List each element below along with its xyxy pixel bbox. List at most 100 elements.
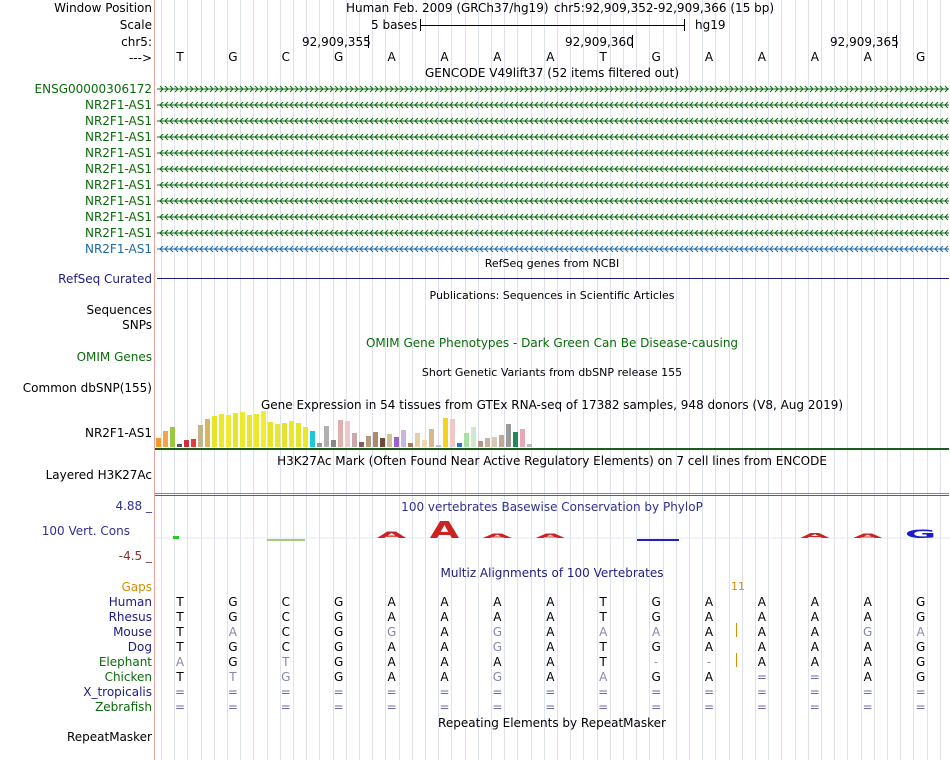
gtex-tissue-bar[interactable] xyxy=(429,429,434,447)
gtex-tissue-bar[interactable] xyxy=(163,431,168,447)
gtex-tissue-bar[interactable] xyxy=(156,438,161,447)
gtex-tissue-bar[interactable] xyxy=(415,433,420,447)
omim-title[interactable]: OMIM Gene Phenotypes - Dark Green Can Be… xyxy=(365,336,739,350)
species-label[interactable]: Human xyxy=(108,595,152,609)
gtex-tissue-bar[interactable] xyxy=(310,431,315,447)
gtex-tissue-bar[interactable] xyxy=(457,443,462,447)
multiz-title[interactable]: Multiz Alignments of 100 Vertebrates xyxy=(440,566,664,580)
species-label[interactable]: X_tropicalis xyxy=(83,685,152,699)
gencode-item-track[interactable] xyxy=(157,164,949,174)
gtex-tissue-bar[interactable] xyxy=(345,421,350,447)
gtex-title[interactable]: Gene Expression in 54 tissues from GTEx … xyxy=(260,398,844,412)
gtex-tissue-bar[interactable] xyxy=(478,441,483,447)
publications-title[interactable]: Publications: Sequences in Scientific Ar… xyxy=(429,289,675,302)
gtex-tissue-bar[interactable] xyxy=(338,420,343,447)
gtex-tissue-bar[interactable] xyxy=(506,424,511,447)
gencode-item-track[interactable] xyxy=(157,148,949,158)
position-text[interactable]: chr5:92,909,352-92,909,366 (15 bp) xyxy=(554,1,775,15)
gencode-item-track[interactable] xyxy=(157,196,949,206)
gtex-tissue-bar[interactable] xyxy=(485,438,490,447)
gencode-item-track[interactable] xyxy=(157,180,949,190)
gtex-tissue-bar[interactable] xyxy=(219,414,224,447)
species-label[interactable]: Chicken xyxy=(104,670,152,684)
dbsnp-title[interactable]: Short Genetic Variants from dbSNP releas… xyxy=(421,366,683,379)
gtex-tissue-bar[interactable] xyxy=(331,440,336,447)
gtex-tissue-bar[interactable] xyxy=(324,426,329,447)
publications-label-sequences[interactable]: Sequences xyxy=(86,303,152,317)
gencode-item-label[interactable]: NR2F1-AS1 xyxy=(84,178,152,192)
gtex-tissue-bar[interactable] xyxy=(499,435,504,447)
species-label[interactable]: Rhesus xyxy=(108,610,152,624)
gencode-item-label[interactable]: NR2F1-AS1 xyxy=(84,146,152,160)
gtex-tissue-bar[interactable] xyxy=(527,444,532,447)
gtex-tissue-bar[interactable] xyxy=(261,411,266,447)
gencode-item-label[interactable]: NR2F1-AS1 xyxy=(84,226,152,240)
gtex-tissue-bar[interactable] xyxy=(401,430,406,447)
h3k27ac-label[interactable]: Layered H3K27Ac xyxy=(45,468,152,482)
gencode-item-track[interactable] xyxy=(157,84,949,94)
gencode-item-label[interactable]: NR2F1-AS1 xyxy=(84,114,152,128)
gtex-tissue-bar[interactable] xyxy=(177,444,182,447)
gencode-item-track[interactable] xyxy=(157,244,949,254)
gtex-tissue-bar[interactable] xyxy=(492,437,497,447)
gtex-tissue-bar[interactable] xyxy=(408,443,413,447)
refseq-title[interactable]: RefSeq genes from NCBI xyxy=(484,257,620,270)
gencode-item-label[interactable]: NR2F1-AS1 xyxy=(84,98,152,112)
gtex-tissue-bar[interactable] xyxy=(282,423,287,447)
gtex-tissue-bar[interactable] xyxy=(380,438,385,447)
gencode-item-track[interactable] xyxy=(157,116,949,126)
gencode-item-track[interactable] xyxy=(157,132,949,142)
gtex-tissue-bar[interactable] xyxy=(198,425,203,447)
species-label[interactable]: Zebrafish xyxy=(95,700,152,714)
gtex-tissue-bar[interactable] xyxy=(191,439,196,447)
gtex-tissue-bar[interactable] xyxy=(254,414,259,447)
gtex-tissue-bar[interactable] xyxy=(464,433,469,447)
gtex-tissue-bar[interactable] xyxy=(471,427,476,447)
gtex-tissue-bar[interactable] xyxy=(296,423,301,447)
gencode-item-track[interactable] xyxy=(157,100,949,110)
gtex-tissue-bar[interactable] xyxy=(373,432,378,447)
gtex-tissue-bar[interactable] xyxy=(513,432,518,447)
gencode-item-label[interactable]: NR2F1-AS1 xyxy=(84,210,152,224)
publications-label-snps[interactable]: SNPs xyxy=(122,318,152,332)
gtex-tissue-bar[interactable] xyxy=(352,433,357,447)
gtex-tissue-bar[interactable] xyxy=(275,424,280,447)
gencode-item-label[interactable]: NR2F1-AS1 xyxy=(84,162,152,176)
gtex-tissue-bar[interactable] xyxy=(520,429,525,447)
gtex-tissue-bar[interactable] xyxy=(212,416,217,447)
gtex-tissue-bar[interactable] xyxy=(450,419,455,447)
gtex-tissue-bar[interactable] xyxy=(303,427,308,447)
species-label[interactable]: Mouse xyxy=(113,625,152,639)
gtex-tissue-bar[interactable] xyxy=(289,421,294,447)
gtex-bar-chart[interactable] xyxy=(156,410,536,447)
gtex-tissue-bar[interactable] xyxy=(184,440,189,447)
gtex-tissue-bar[interactable] xyxy=(387,434,392,447)
gencode-item-label[interactable]: NR2F1-AS1 xyxy=(84,242,152,256)
gtex-tissue-bar[interactable] xyxy=(436,445,441,447)
refseq-label[interactable]: RefSeq Curated xyxy=(58,272,152,286)
repeatmasker-title[interactable]: Repeating Elements by RepeatMasker xyxy=(438,716,666,730)
gtex-tissue-bar[interactable] xyxy=(205,419,210,447)
gtex-tissue-bar[interactable] xyxy=(359,442,364,447)
gencode-title[interactable]: GENCODE V49lift37 (52 items filtered out… xyxy=(424,66,680,80)
gencode-item-label[interactable]: NR2F1-AS1 xyxy=(84,130,152,144)
phylop-label[interactable]: 100 Vert. Cons xyxy=(41,524,130,538)
omim-label[interactable]: OMIM Genes xyxy=(76,350,152,364)
h3k27ac-title[interactable]: H3K27Ac Mark (Often Found Near Active Re… xyxy=(277,454,827,468)
gtex-tissue-bar[interactable] xyxy=(226,415,231,447)
gencode-item-label[interactable]: NR2F1-AS1 xyxy=(84,194,152,208)
gtex-tissue-bar[interactable] xyxy=(366,436,371,447)
gencode-item-label[interactable]: ENSG00000306172 xyxy=(34,82,152,96)
species-label[interactable]: Dog xyxy=(127,640,152,654)
gtex-tissue-bar[interactable] xyxy=(268,422,273,447)
gencode-item-track[interactable] xyxy=(157,228,949,238)
species-label[interactable]: Elephant xyxy=(98,655,152,669)
gtex-tissue-bar[interactable] xyxy=(422,440,427,447)
gtex-tissue-bar[interactable] xyxy=(233,413,238,447)
gtex-tissue-bar[interactable] xyxy=(443,418,448,447)
gtex-tissue-bar[interactable] xyxy=(240,412,245,447)
phylop-title[interactable]: 100 vertebrates Basewise Conservation by… xyxy=(401,500,703,514)
gtex-tissue-bar[interactable] xyxy=(394,437,399,447)
gtex-tissue-bar[interactable] xyxy=(247,415,252,447)
repeatmasker-label[interactable]: RepeatMasker xyxy=(66,730,152,744)
